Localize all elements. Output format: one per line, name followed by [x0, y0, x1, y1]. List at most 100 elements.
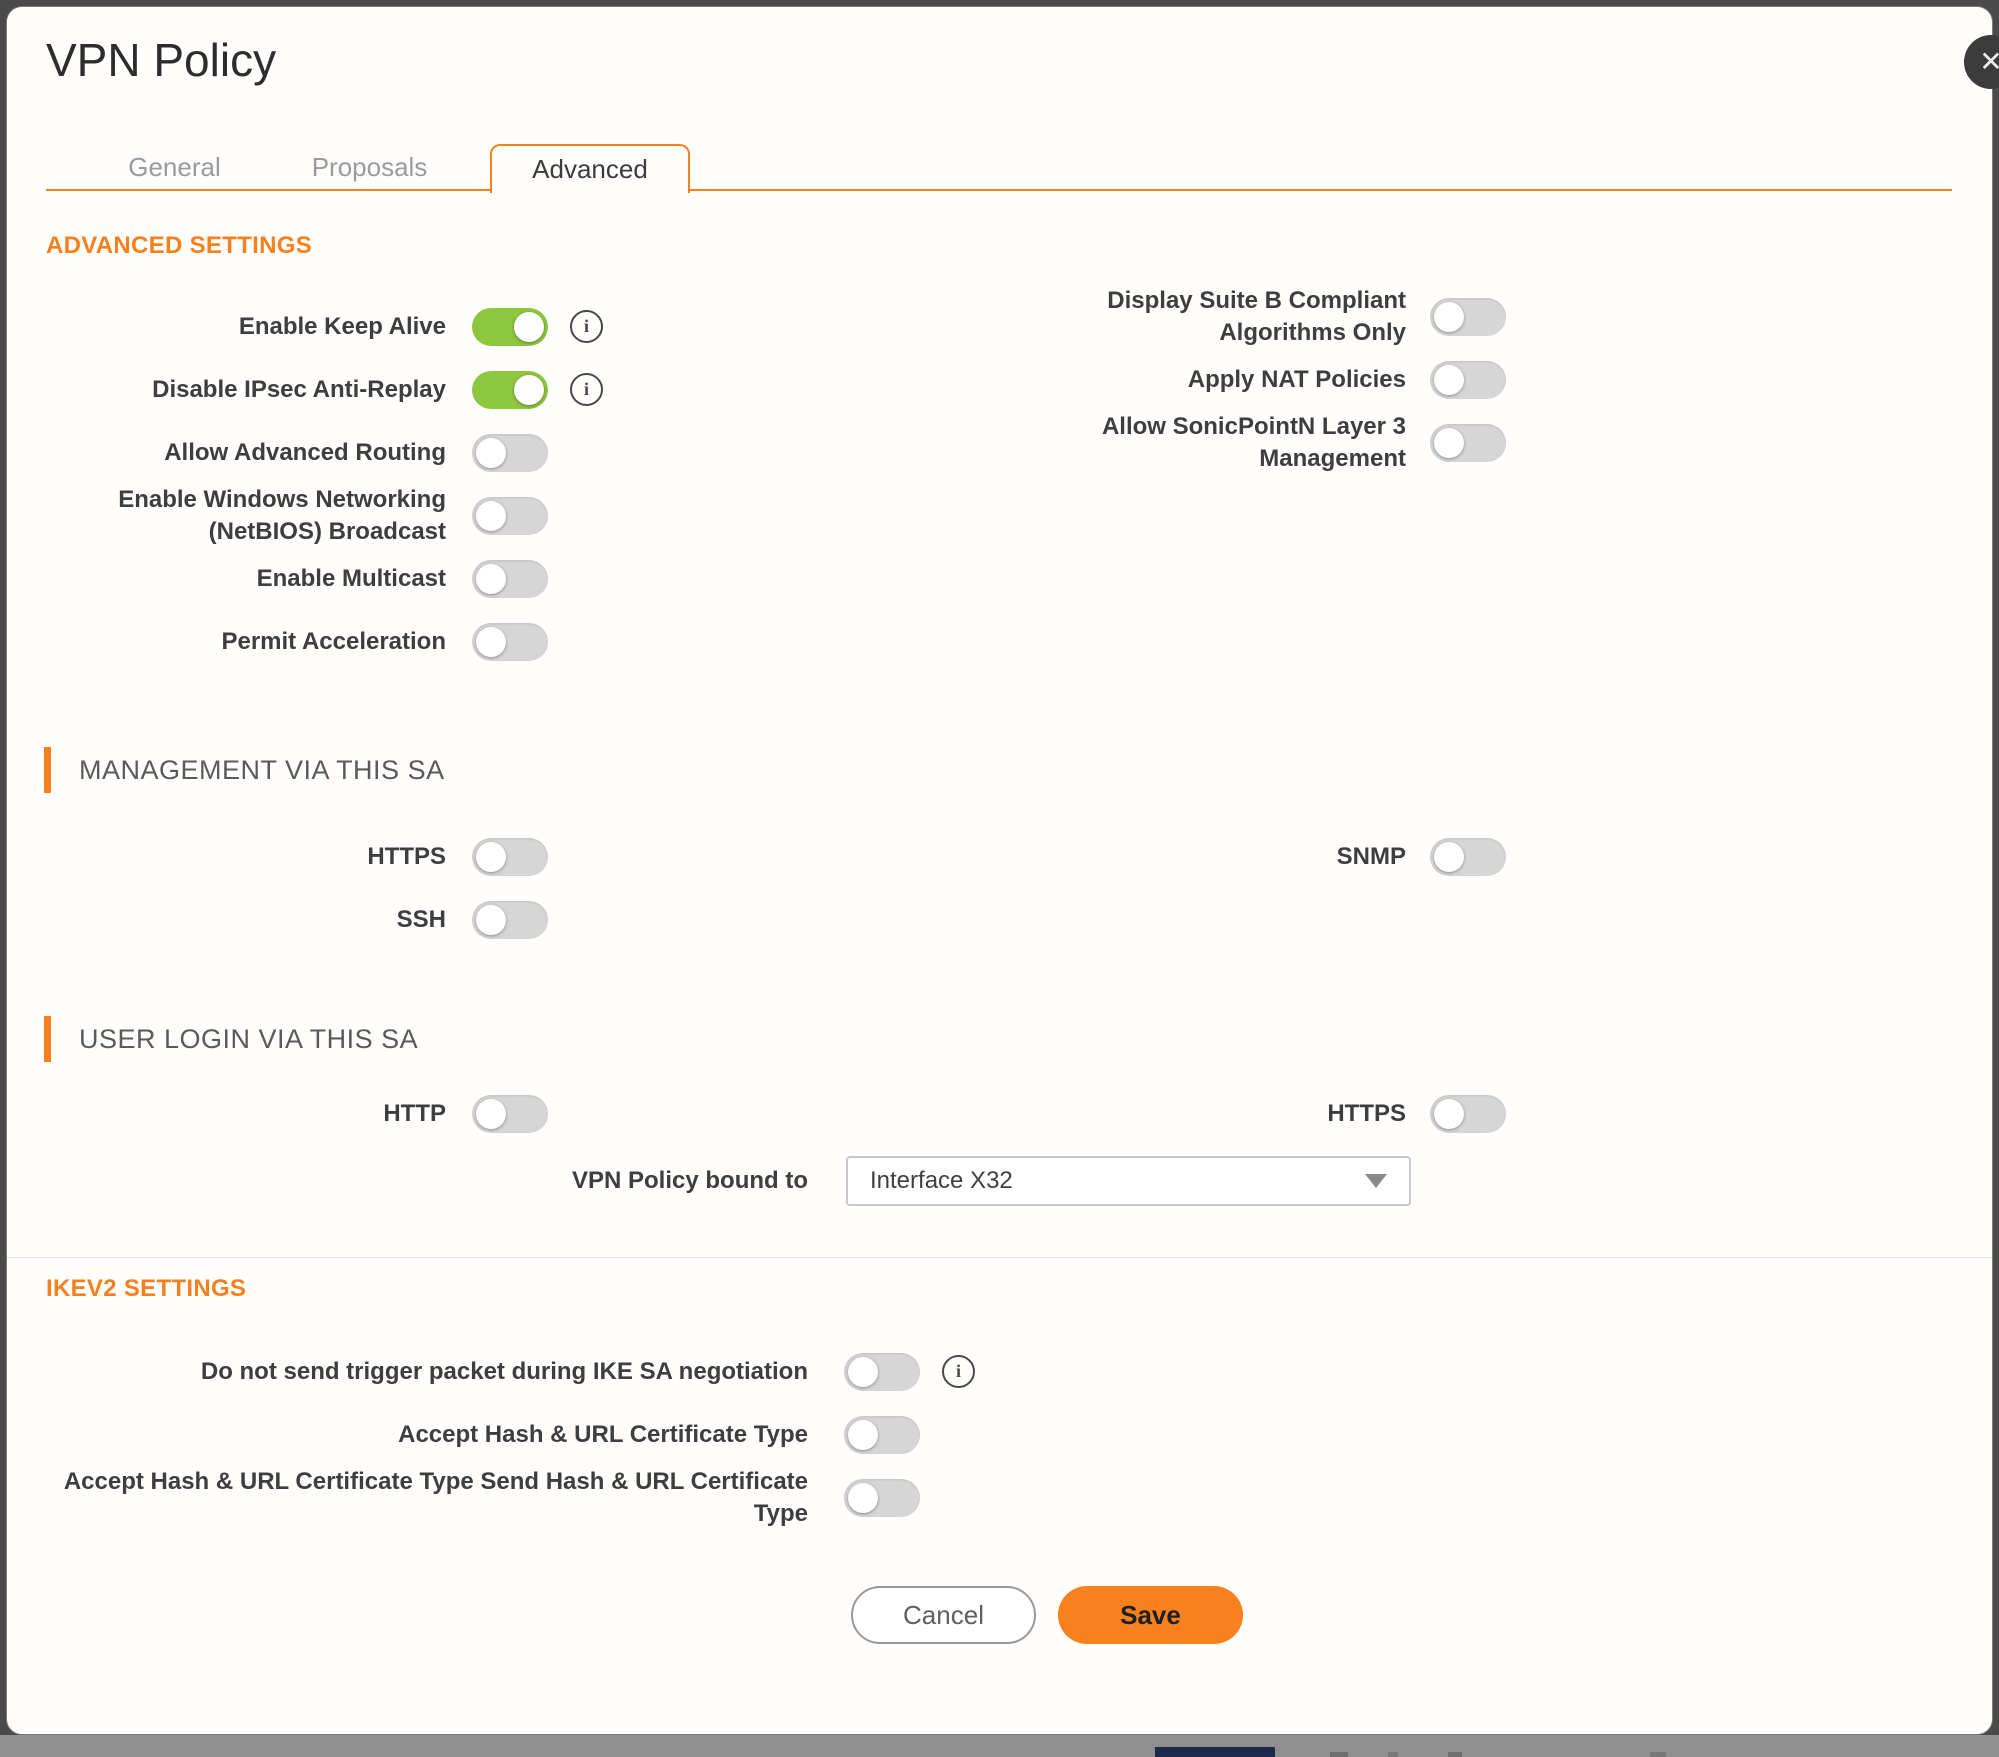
tab-advanced[interactable]: Advanced	[490, 144, 690, 193]
background-page-fragment	[1155, 1747, 1275, 1757]
toggle-label-enable-multicast: Enable Multicast	[256, 564, 446, 592]
toggle-knob	[1434, 364, 1464, 395]
background-page-fragment	[1448, 1752, 1462, 1757]
toggle-knob	[1434, 1098, 1464, 1129]
toggle-display-suite-b-compliant-algorithms-only[interactable]	[1430, 297, 1506, 336]
toggle-http[interactable]	[472, 1094, 548, 1133]
toggle-knob	[476, 1098, 506, 1129]
toggle-apply-nat-policies[interactable]	[1430, 360, 1506, 399]
toggle-knob	[476, 563, 506, 594]
toggle-snmp[interactable]	[1430, 837, 1506, 876]
toggle-label-do-not-send-trigger-packet-during-ike-sa-negotia: Do not send trigger packet during IKE SA…	[200, 1357, 808, 1385]
background-page-fragment	[1388, 1752, 1398, 1757]
vpn-policy-bound-to-label: VPN Policy bound to	[571, 1167, 808, 1194]
section-divider	[7, 1257, 1992, 1258]
toggle-knob	[1434, 301, 1464, 332]
management-right-column: SNMP	[1086, 825, 1506, 888]
toggle-label-enable-keep-alive: Enable Keep Alive	[238, 312, 446, 340]
toggle-knob	[848, 1482, 878, 1513]
toggle-row: Enable Windows Networking (NetBIOS) Broa…	[46, 484, 603, 547]
toggle-knob	[1434, 427, 1464, 458]
toggle-row: Display Suite B Compliant Algorithms Onl…	[1086, 285, 1506, 348]
toggle-knob	[514, 374, 544, 405]
toggle-enable-keep-alive[interactable]	[472, 307, 548, 346]
toggle-knob	[848, 1356, 878, 1387]
toggle-knob	[476, 904, 506, 935]
close-icon: ✕	[1979, 46, 1999, 77]
tab-general[interactable]: General	[128, 152, 221, 182]
vpn-policy-bound-to-select[interactable]: Interface X32	[846, 1156, 1411, 1206]
user-login-left-column: HTTP	[46, 1082, 548, 1145]
dialog-title: VPN Policy	[46, 34, 277, 86]
toggle-label-enable-windows-networking-netbios-broadcast: Enable Windows Networking (NetBIOS) Broa…	[118, 486, 446, 545]
toggle-row: SSH	[46, 888, 548, 951]
tabs: General Proposals Advanced	[82, 144, 690, 193]
toggle-label-http: HTTP	[383, 1099, 446, 1127]
ikev2-settings-heading: IKEV2 SETTINGS	[46, 1275, 247, 1302]
toggle-disable-ipsec-anti-replay[interactable]	[472, 370, 548, 409]
toggle-row: Disable IPsec Anti-Replay i	[46, 358, 603, 421]
toggle-accept-hash-url-certificate-type-send-hash-url-c[interactable]	[844, 1478, 920, 1517]
toggle-permit-acceleration[interactable]	[472, 622, 548, 661]
toggle-knob	[848, 1419, 878, 1450]
tab-bar: General Proposals Advanced	[7, 144, 1992, 193]
dialog-footer: Cancel Save	[851, 1586, 1243, 1644]
background-page-fragment	[1650, 1752, 1666, 1757]
dropdown-selected-value: Interface X32	[870, 1167, 1013, 1194]
toggle-https[interactable]	[472, 837, 548, 876]
toggle-row: Permit Acceleration	[46, 610, 603, 673]
toggle-label-display-suite-b-compliant-algorithms-only: Display Suite B Compliant Algorithms Onl…	[1107, 287, 1406, 346]
toggle-accept-hash-url-certificate-type[interactable]	[844, 1415, 920, 1454]
toggle-row: HTTP	[46, 1082, 548, 1145]
toggle-https[interactable]	[1430, 1094, 1506, 1133]
toggle-row: Enable Multicast	[46, 547, 603, 610]
toggle-ssh[interactable]	[472, 900, 548, 939]
advanced-settings-right-column: Display Suite B Compliant Algorithms Onl…	[1086, 285, 1506, 474]
save-button[interactable]: Save	[1058, 1586, 1243, 1644]
tab-underline	[46, 189, 1952, 191]
toggle-knob	[476, 437, 506, 468]
toggle-knob	[1434, 841, 1464, 872]
toggle-do-not-send-trigger-packet-during-ike-sa-negotia[interactable]	[844, 1352, 920, 1391]
toggle-label-https: HTTPS	[1327, 1099, 1406, 1127]
toggle-allow-advanced-routing[interactable]	[472, 433, 548, 472]
toggle-row: Accept Hash & URL Certificate Type Send …	[46, 1466, 975, 1529]
info-icon[interactable]: i	[570, 373, 603, 406]
toggle-allow-sonicpointn-layer-3-management[interactable]	[1430, 423, 1506, 462]
vpn-policy-dialog: VPN Policy General Proposals Advanced ADVA…	[6, 6, 1993, 1735]
toggle-row: Accept Hash & URL Certificate Type	[46, 1403, 975, 1466]
toggle-knob	[476, 841, 506, 872]
management-via-sa-heading: MANAGEMENT VIA THIS SA	[44, 746, 445, 794]
toggle-label-allow-sonicpointn-layer-3-management: Allow SonicPointN Layer 3 Management	[1101, 413, 1406, 472]
toggle-label-apply-nat-policies: Apply NAT Policies	[1187, 365, 1406, 393]
toggle-label-permit-acceleration: Permit Acceleration	[221, 627, 446, 655]
info-icon[interactable]: i	[942, 1355, 975, 1388]
section-accent-bar	[44, 747, 51, 793]
cancel-button[interactable]: Cancel	[851, 1586, 1036, 1644]
management-left-column: HTTPS SSH	[46, 825, 548, 951]
advanced-settings-left-column: Enable Keep Alive i Disable IPsec Anti-Rep…	[46, 295, 603, 673]
toggle-row: Enable Keep Alive i	[46, 295, 603, 358]
toggle-row: Allow SonicPointN Layer 3 Management	[1086, 411, 1506, 474]
info-icon[interactable]: i	[570, 310, 603, 343]
user-login-via-sa-heading: USER LOGIN VIA THIS SA	[44, 1015, 418, 1063]
toggle-label-accept-hash-url-certificate-type: Accept Hash & URL Certificate Type	[398, 1420, 808, 1448]
chevron-down-icon	[1365, 1174, 1387, 1188]
toggle-row: HTTPS	[46, 825, 548, 888]
ikev2-rows: Do not send trigger packet during IKE SA…	[46, 1340, 975, 1529]
tab-proposals[interactable]: Proposals	[311, 152, 428, 182]
toggle-row: Apply NAT Policies	[1086, 348, 1506, 411]
toggle-enable-multicast[interactable]	[472, 559, 548, 598]
toggle-label-accept-hash-url-certificate-type-send-hash-url-c: Accept Hash & URL Certificate Type Send …	[63, 1468, 808, 1527]
toggle-label-snmp: SNMP	[1336, 842, 1406, 870]
toggle-knob	[476, 500, 506, 531]
toggle-enable-windows-networking-netbios-broadcast[interactable]	[472, 496, 548, 535]
toggle-label-allow-advanced-routing: Allow Advanced Routing	[164, 438, 446, 466]
toggle-row: Do not send trigger packet during IKE SA…	[46, 1340, 975, 1403]
background-page-fragment	[1330, 1752, 1348, 1757]
toggle-label-ssh: SSH	[396, 905, 446, 933]
user-login-right-column: HTTPS	[1086, 1082, 1506, 1145]
toggle-label-disable-ipsec-anti-replay: Disable IPsec Anti-Replay	[152, 375, 446, 403]
vpn-policy-bound-row: VPN Policy bound to Interface X32	[46, 1156, 1411, 1206]
